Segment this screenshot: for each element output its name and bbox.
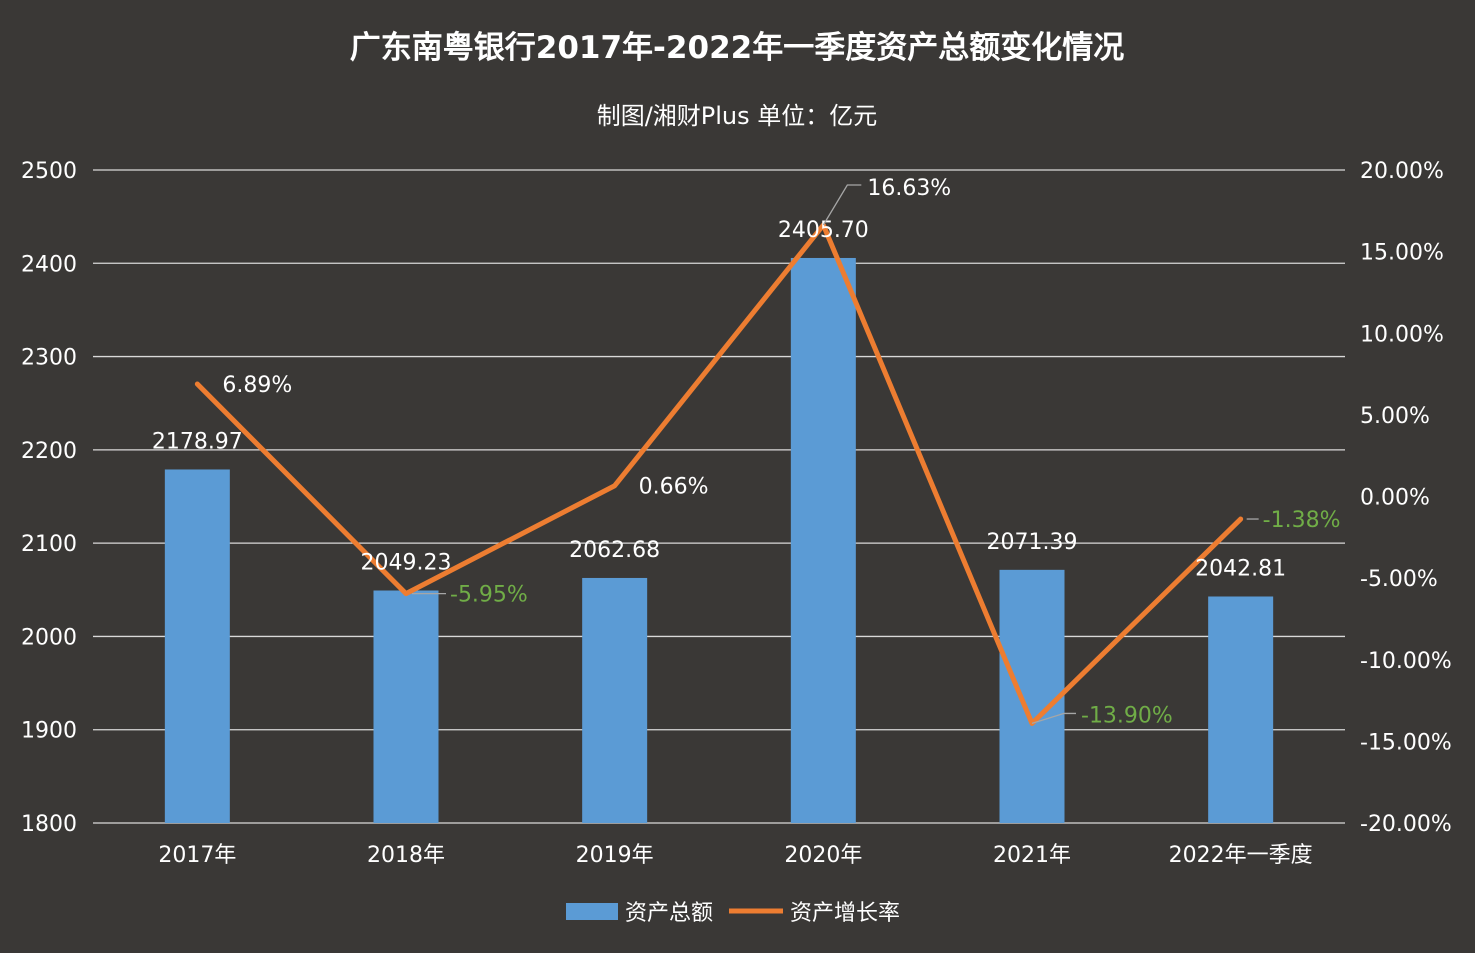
left-tick-label: 2400 (21, 252, 77, 277)
x-tick-label: 2018年 (367, 843, 445, 868)
bar-value-label: 2405.70 (778, 218, 869, 243)
bar (1208, 596, 1274, 823)
left-tick-label: 2200 (21, 439, 77, 464)
right-tick-label: -15.00% (1360, 730, 1452, 755)
left-tick-label: 2500 (21, 159, 77, 184)
x-tick-label: 2021年 (993, 843, 1071, 868)
line-value-label: 0.66% (639, 475, 709, 500)
bar-value-label: 2042.81 (1195, 556, 1286, 581)
growth-line (194, 222, 1244, 726)
chart-subtitle: 制图/湘财Plus 单位：亿元 (597, 102, 878, 130)
left-axis: 2500 2400 2300 2200 2100 2000 1900 1800 (21, 159, 77, 837)
bar (582, 577, 648, 823)
right-tick-label: -10.00% (1360, 649, 1452, 674)
right-tick-label: 20.00% (1360, 159, 1444, 184)
right-tick-label: -20.00% (1360, 812, 1452, 837)
bar-series (164, 257, 1274, 824)
legend-line-label: 资产增长率 (790, 901, 900, 926)
legend: 资产总额 资产增长率 (566, 901, 900, 926)
right-axis: 20.00% 15.00% 10.00% 5.00% 0.00% -5.00% -10.00… (1360, 159, 1452, 837)
bar (999, 569, 1065, 823)
left-tick-label: 1800 (21, 812, 77, 837)
left-tick-label: 2000 (21, 625, 77, 650)
x-tick-label: 2019年 (576, 843, 654, 868)
x-tick-label: 2020年 (784, 843, 862, 868)
right-tick-label: 0.00% (1360, 486, 1430, 511)
right-tick-label: 5.00% (1360, 404, 1430, 429)
legend-bar-swatch (566, 903, 618, 920)
chart-title: 广东南粤银行2017年-2022年一季度资产总额变化情况 (350, 30, 1124, 66)
right-tick-label: -5.00% (1360, 567, 1438, 592)
legend-bar-label: 资产总额 (625, 901, 713, 926)
right-tick-label: 10.00% (1360, 322, 1444, 347)
x-tick-label: 2022年一季度 (1169, 843, 1313, 868)
line-value-label: -5.95% (450, 583, 528, 608)
line-value-label: -1.38% (1263, 508, 1341, 533)
bar-value-label: 2049.23 (361, 551, 452, 576)
x-tick-label: 2017年 (158, 843, 236, 868)
left-tick-label: 2300 (21, 346, 77, 371)
bar (373, 590, 439, 823)
left-tick-label: 2100 (21, 532, 77, 557)
bar-value-label: 2178.97 (152, 429, 243, 454)
line-series (194, 222, 1244, 726)
line-value-label: -13.90% (1081, 703, 1173, 728)
leader-line (1031, 712, 1076, 725)
x-axis: 2017年 2018年 2019年 2020年 2021年 2022年一季度 (158, 843, 1312, 868)
line-value-label: 16.63% (867, 176, 951, 201)
bar-value-label: 2071.39 (987, 530, 1078, 555)
leader-line (822, 184, 862, 226)
line-value-label: 6.89% (222, 373, 292, 398)
bar (790, 257, 856, 824)
right-tick-label: 15.00% (1360, 241, 1444, 266)
bar (164, 469, 230, 823)
left-tick-label: 1900 (21, 719, 77, 744)
data-labels: 2178.97 2049.23 2062.68 2405.70 2071.39 2042.… (152, 176, 1341, 728)
bar-value-label: 2062.68 (569, 538, 660, 563)
